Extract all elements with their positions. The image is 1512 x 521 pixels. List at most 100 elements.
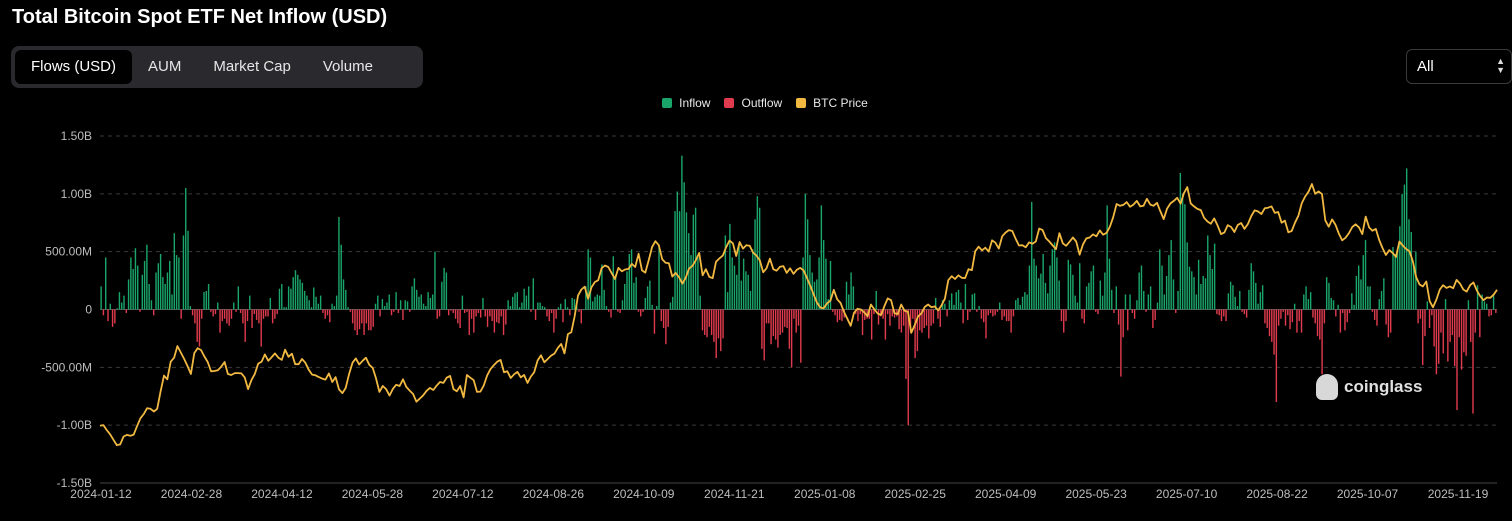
inflow-bar [752, 249, 754, 310]
inflow-bar [1035, 265, 1037, 310]
inflow-bar [1486, 303, 1488, 310]
outflow-bar [889, 309, 891, 326]
inflow-bar [166, 272, 169, 310]
inflow-bar [1236, 306, 1239, 310]
inflow-bar [269, 297, 272, 310]
inflow-bar [543, 307, 546, 310]
outflow-bar [884, 309, 887, 340]
inflow-bar [1481, 294, 1483, 310]
inflow-bar [756, 196, 759, 310]
outflow-bar [765, 309, 768, 324]
range-select[interactable]: All ▲ ▼ [1406, 49, 1512, 84]
outflow-bar [1287, 309, 1289, 316]
outflow-bar [708, 309, 711, 327]
outflow-bar [1387, 309, 1390, 338]
outflow-bar [918, 309, 921, 331]
inflow-bar [1293, 303, 1296, 310]
outflow-bar [774, 309, 777, 340]
outflow-bar [932, 309, 935, 324]
inflow-bar [1330, 297, 1332, 310]
outflow-bar [987, 309, 989, 316]
outflow-bar [258, 309, 260, 324]
outflow-bar [1220, 309, 1223, 322]
inflow-bar [1108, 258, 1111, 310]
inflow-bar [1399, 226, 1401, 310]
outflow-bar [555, 309, 557, 319]
tab-market-cap[interactable]: Market Cap [213, 58, 291, 75]
inflow-bar [592, 301, 594, 310]
x-tick-label: 2024-08-26 [523, 487, 585, 501]
inflow-bar [1426, 301, 1428, 310]
inflow-bar [729, 223, 731, 310]
tab-flows-usd[interactable]: Flows (USD) [15, 50, 132, 84]
legend-label-outflow: Outflow [741, 96, 783, 110]
outflow-bar [267, 309, 269, 317]
outflow-bar [992, 309, 994, 317]
tab-volume[interactable]: Volume [322, 58, 373, 75]
inflow-bar [1211, 269, 1214, 310]
inflow-bar [1015, 300, 1017, 310]
inflow-bar [560, 303, 562, 310]
inflow-bar [521, 302, 523, 310]
inflow-bar [1031, 201, 1033, 310]
inflow-bar [118, 292, 121, 310]
inflow-bar [310, 307, 313, 310]
inflow-bar [169, 260, 171, 310]
inflow-bar [148, 284, 150, 310]
outflow-bar [1271, 309, 1273, 342]
x-tick-label: 2025-01-08 [794, 487, 856, 501]
inflow-bar [1357, 265, 1360, 310]
outflow-bar [1300, 309, 1303, 333]
inflow-bar [635, 277, 637, 310]
inflow-bar [1111, 289, 1113, 310]
outflow-bar [1456, 309, 1458, 411]
outflow-bar [1495, 309, 1497, 313]
legend-item-outflow[interactable]: Outflow [724, 96, 782, 110]
outflow-bar [495, 309, 498, 323]
outflow-bar [667, 309, 669, 327]
outflow-bar [463, 309, 466, 313]
inflow-bar [1047, 293, 1049, 310]
outflow-bar [660, 309, 663, 322]
outflow-bar [107, 309, 109, 322]
inflow-bar [461, 295, 464, 310]
inflow-bar [516, 292, 518, 310]
inflow-bar [445, 272, 448, 310]
inflow-bar [411, 286, 413, 310]
inflow-bar [157, 263, 160, 310]
inflow-bar [1353, 304, 1355, 310]
inflow-bar [678, 211, 681, 310]
inflow-bar [614, 274, 617, 310]
outflow-bar [1433, 309, 1435, 347]
outflow-bar [662, 309, 665, 329]
outflow-bar [1284, 309, 1287, 326]
outflow-bar [1335, 309, 1337, 317]
inflow-bar [1367, 286, 1369, 310]
inflow-bar [733, 265, 736, 310]
inflow-bar [1380, 290, 1383, 310]
legend-item-btc-price[interactable]: BTC Price [796, 96, 868, 110]
outflow-bar [409, 309, 411, 312]
outflow-bar [994, 309, 996, 316]
outflow-bar [868, 309, 871, 319]
inflow-bar [973, 293, 976, 310]
inflow-bar [960, 302, 962, 310]
outflow-bar [1277, 309, 1280, 326]
outflow-bar [436, 309, 438, 319]
inflow-bar [1197, 259, 1200, 310]
inflow-bar [482, 297, 484, 310]
inflow-bar [1307, 299, 1310, 310]
tab-aum[interactable]: AUM [148, 58, 182, 75]
outflow-bar [790, 309, 793, 368]
outflow-bar [1451, 309, 1454, 335]
inflow-bar [852, 286, 855, 310]
outflow-bar [1175, 309, 1177, 313]
outflow-bar [242, 309, 244, 324]
legend-item-inflow[interactable]: Inflow [662, 96, 710, 110]
outflow-bar [779, 309, 781, 335]
outflow-bar [1280, 309, 1282, 319]
outflow-bar [882, 309, 884, 319]
inflow-bar [1483, 301, 1486, 310]
inflow-bar [205, 290, 208, 310]
outflow-bar [210, 309, 212, 312]
